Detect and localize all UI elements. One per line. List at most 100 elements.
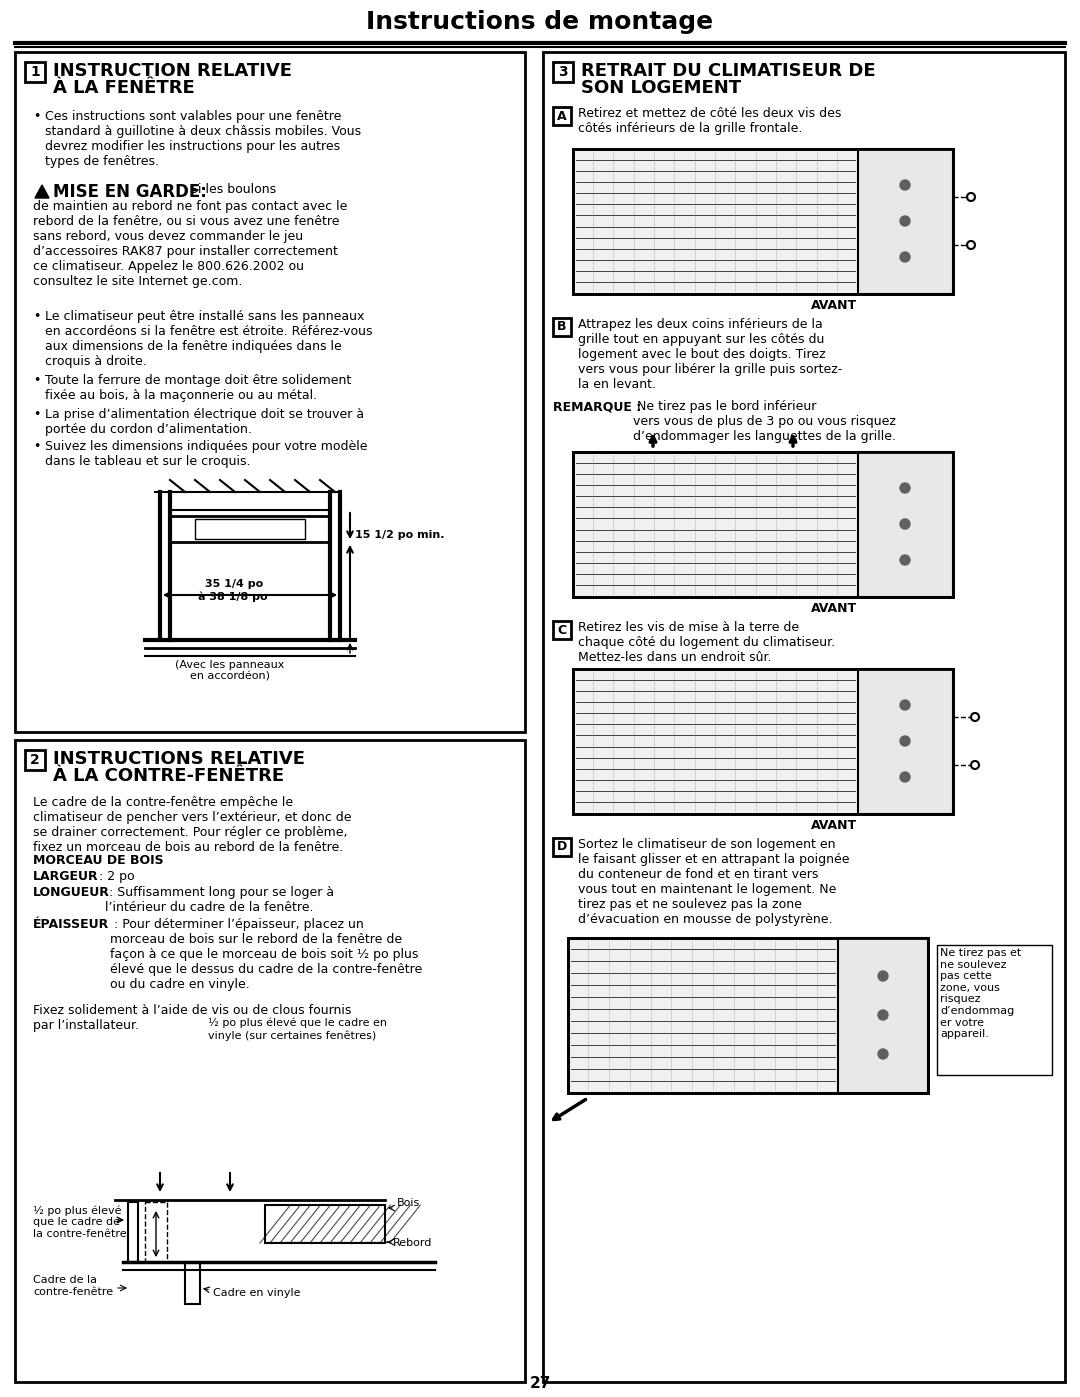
Text: C: C (557, 623, 567, 637)
Bar (838, 937, 928, 1092)
Text: Suivez les dimensions indiquées pour votre modèle
dans le tableau et sur le croq: Suivez les dimensions indiquées pour vot… (45, 440, 367, 468)
Text: : Pour déterminer l’épaisseur, placez un
morceau de bois sur le rebord de la fen: : Pour déterminer l’épaisseur, placez un… (110, 918, 422, 990)
Bar (553, 319, 571, 337)
Bar (543, 52, 1065, 1382)
Bar (15, 740, 525, 1382)
Bar (573, 453, 953, 597)
Text: à 38 1/8 po: à 38 1/8 po (198, 592, 268, 602)
Text: de maintien au rebord ne font pas contact avec le
rebord de la fenêtre, ou si vo: de maintien au rebord ne font pas contac… (33, 200, 348, 288)
Text: À LA FENÊTRE: À LA FENÊTRE (53, 80, 194, 96)
Text: 3: 3 (558, 66, 568, 80)
Text: SON LOGEMENT: SON LOGEMENT (581, 80, 741, 96)
Bar (573, 149, 953, 293)
Text: Retirez et mettez de côté les deux vis des
côtés inférieurs de la grille frontal: Retirez et mettez de côté les deux vis d… (578, 108, 841, 136)
Text: AVANT: AVANT (811, 602, 858, 615)
Text: LARGEUR: LARGEUR (33, 870, 98, 883)
Text: À LA CONTRE-FENÊTRE: À LA CONTRE-FENÊTRE (53, 767, 284, 785)
Text: Toute la ferrure de montage doit être solidement
fixée au bois, à la maçonnerie : Toute la ferrure de montage doit être so… (45, 374, 351, 402)
Text: Bois: Bois (397, 1199, 420, 1208)
Circle shape (878, 1049, 888, 1059)
Bar (25, 61, 45, 82)
Circle shape (900, 700, 910, 710)
Text: ½ po plus élevé
que le cadre de
la contre-fenêtre: ½ po plus élevé que le cadre de la contr… (33, 1206, 126, 1239)
Bar (195, 520, 305, 539)
Bar (573, 669, 953, 814)
Bar (185, 1261, 200, 1303)
Text: Cadre en vinyle: Cadre en vinyle (213, 1288, 300, 1298)
Text: Si les boulons: Si les boulons (186, 183, 276, 196)
Circle shape (878, 1010, 888, 1020)
Text: !: ! (39, 186, 43, 196)
Text: LONGUEUR: LONGUEUR (33, 886, 110, 900)
Text: : 2 po: : 2 po (95, 870, 135, 883)
Bar (573, 149, 953, 293)
Text: 27: 27 (529, 1376, 551, 1390)
Text: AVANT: AVANT (811, 819, 858, 833)
Text: 1: 1 (30, 66, 40, 80)
Text: •: • (33, 374, 40, 387)
Bar (553, 108, 571, 124)
Bar (858, 149, 953, 293)
Bar (145, 1201, 167, 1261)
Bar (129, 1201, 138, 1261)
Circle shape (900, 483, 910, 493)
Text: Rebord: Rebord (393, 1238, 432, 1248)
Text: •: • (33, 310, 40, 323)
Text: (Avec les panneaux
en accordéon): (Avec les panneaux en accordéon) (175, 659, 285, 682)
Circle shape (900, 555, 910, 564)
Text: MISE EN GARDE:: MISE EN GARDE: (53, 183, 207, 201)
Text: •: • (33, 408, 40, 420)
Bar (858, 669, 953, 814)
Text: Instructions de montage: Instructions de montage (366, 10, 714, 34)
Text: Cadre de la
contre-fenêtre: Cadre de la contre-fenêtre (33, 1275, 113, 1296)
Text: Ne tirez pas le bord inférieur
vers vous de plus de 3 po ou vous risquez
d’endom: Ne tirez pas le bord inférieur vers vous… (633, 400, 896, 443)
Text: A: A (557, 109, 567, 123)
Circle shape (900, 773, 910, 782)
Text: AVANT: AVANT (811, 299, 858, 312)
Circle shape (900, 217, 910, 226)
Bar (25, 750, 45, 770)
Text: Retirez les vis de mise à la terre de
chaque côté du logement du climatiseur.
Me: Retirez les vis de mise à la terre de ch… (578, 622, 835, 664)
Bar (858, 453, 953, 597)
Text: : Suffisamment long pour se loger à
l’intérieur du cadre de la fenêtre.: : Suffisamment long pour se loger à l’in… (105, 886, 334, 914)
Bar (937, 944, 1052, 1076)
Text: REMARQUE :: REMARQUE : (553, 400, 642, 414)
Text: MORCEAU DE BOIS: MORCEAU DE BOIS (33, 854, 164, 868)
Text: 35 1/4 po: 35 1/4 po (205, 578, 264, 590)
Bar (553, 61, 573, 82)
Bar (15, 52, 525, 732)
Text: Sortez le climatiseur de son logement en
le faisant glisser et en attrapant la p: Sortez le climatiseur de son logement en… (578, 838, 850, 926)
Circle shape (900, 251, 910, 263)
Polygon shape (35, 184, 49, 198)
Circle shape (878, 971, 888, 981)
Bar (573, 669, 953, 814)
Circle shape (900, 180, 910, 190)
Text: B: B (557, 320, 567, 334)
Text: Le cadre de la contre-fenêtre empêche le
climatiseur de pencher vers l’extérieur: Le cadre de la contre-fenêtre empêche le… (33, 796, 351, 854)
Text: Attrapez les deux coins inférieurs de la
grille tout en appuyant sur les côtés d: Attrapez les deux coins inférieurs de la… (578, 319, 842, 391)
Text: D: D (557, 841, 567, 854)
Circle shape (900, 736, 910, 746)
Text: INSTRUCTION RELATIVE: INSTRUCTION RELATIVE (53, 61, 292, 80)
Text: Ces instructions sont valables pour une fenêtre
standard à guillotine à deux châ: Ces instructions sont valables pour une … (45, 110, 361, 168)
Circle shape (900, 520, 910, 529)
Text: Ne tirez pas et
ne soulevez
pas cette
zone, vous
risquez
d’endommag
er votre
app: Ne tirez pas et ne soulevez pas cette zo… (940, 949, 1022, 1039)
Bar (568, 937, 928, 1092)
Bar (170, 515, 330, 542)
Text: INSTRUCTIONS RELATIVE: INSTRUCTIONS RELATIVE (53, 750, 305, 768)
Bar (568, 937, 928, 1092)
Text: RETRAIT DU CLIMATISEUR DE: RETRAIT DU CLIMATISEUR DE (581, 61, 876, 80)
Text: Le climatiseur peut être installé sans les panneaux
en accordéons si la fenêtre : Le climatiseur peut être installé sans l… (45, 310, 373, 367)
Text: ÉPAISSEUR: ÉPAISSEUR (33, 918, 109, 930)
Text: •: • (33, 440, 40, 453)
Text: ½ po plus élevé que le cadre en
vinyle (sur certaines fenêtres): ½ po plus élevé que le cadre en vinyle (… (208, 1018, 387, 1041)
Text: 2: 2 (30, 753, 40, 767)
Bar (553, 838, 571, 856)
Text: •: • (33, 110, 40, 123)
Bar (573, 453, 953, 597)
Bar (553, 622, 571, 638)
Bar (265, 1206, 384, 1243)
Text: 15 1/2 po min.: 15 1/2 po min. (355, 529, 445, 541)
Text: La prise d’alimentation électrique doit se trouver à
portée du cordon d’alimenta: La prise d’alimentation électrique doit … (45, 408, 364, 436)
Text: Fixez solidement à l’aide de vis ou de clous fournis
par l’installateur.: Fixez solidement à l’aide de vis ou de c… (33, 1004, 351, 1032)
